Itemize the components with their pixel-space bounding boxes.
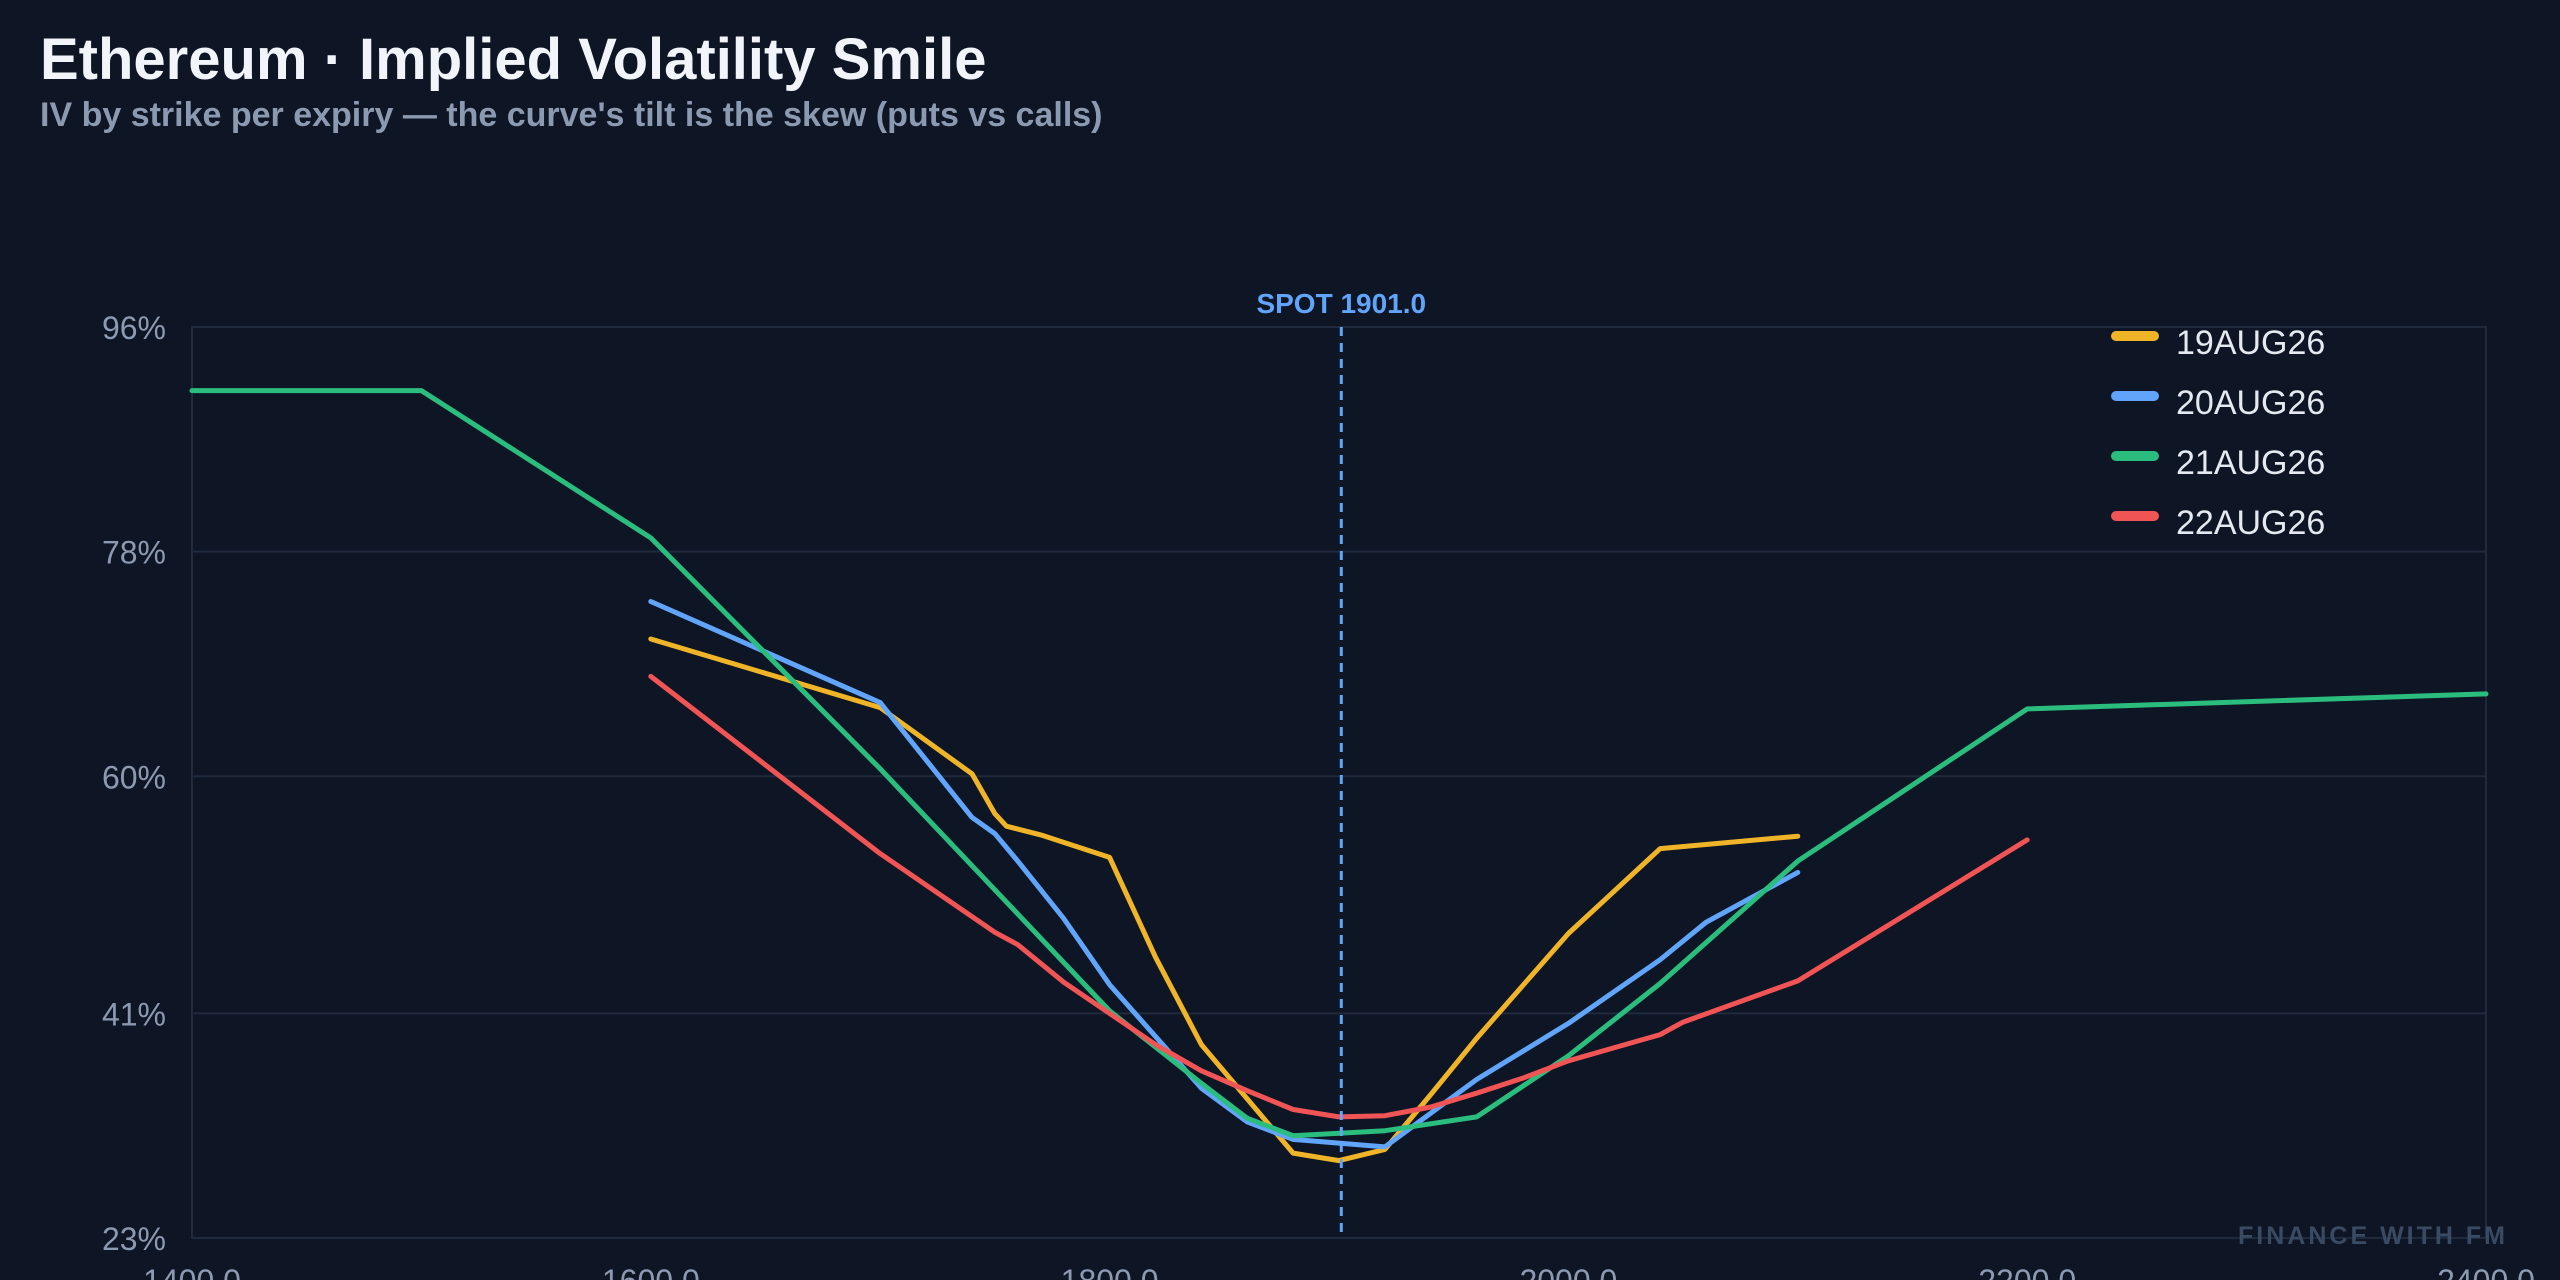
series-line-21aug26 [189,388,2489,1139]
legend-label: 19AUG26 [2176,324,2325,362]
y-tick-label: 60% [102,759,166,795]
x-tick-label: 1400.0 [143,1263,241,1280]
x-tick-label: 1800.0 [1061,1263,1159,1280]
y-tick-label: 23% [102,1221,166,1257]
x-tick-label: 2000.0 [1519,1263,1617,1280]
y-tick-label: 41% [102,996,166,1032]
legend-label: 20AUG26 [2176,384,2325,422]
chart-title: Ethereum · Implied Volatility Smile [40,27,987,92]
x-tick-label: 2400.0 [2437,1263,2535,1280]
legend-label: 22AUG26 [2176,504,2325,542]
y-tick-label: 96% [102,310,166,346]
x-tick-label: 2200.0 [1978,1263,2076,1280]
watermark: FINANCE WITH FM [2238,1222,2508,1250]
y-tick-label: 78% [102,535,166,571]
spot-label: SPOT 1901.0 [1256,288,1426,319]
series-line-22aug26 [648,673,2030,1120]
plot-border [191,326,2487,1239]
chart-subtitle: IV by strike per expiry — the curve's ti… [40,96,1103,134]
legend-label: 21AUG26 [2176,444,2325,482]
series-line-20aug26 [648,599,1801,1150]
series-line-19aug26 [648,636,1801,1164]
x-tick-label: 1600.0 [602,1263,700,1280]
